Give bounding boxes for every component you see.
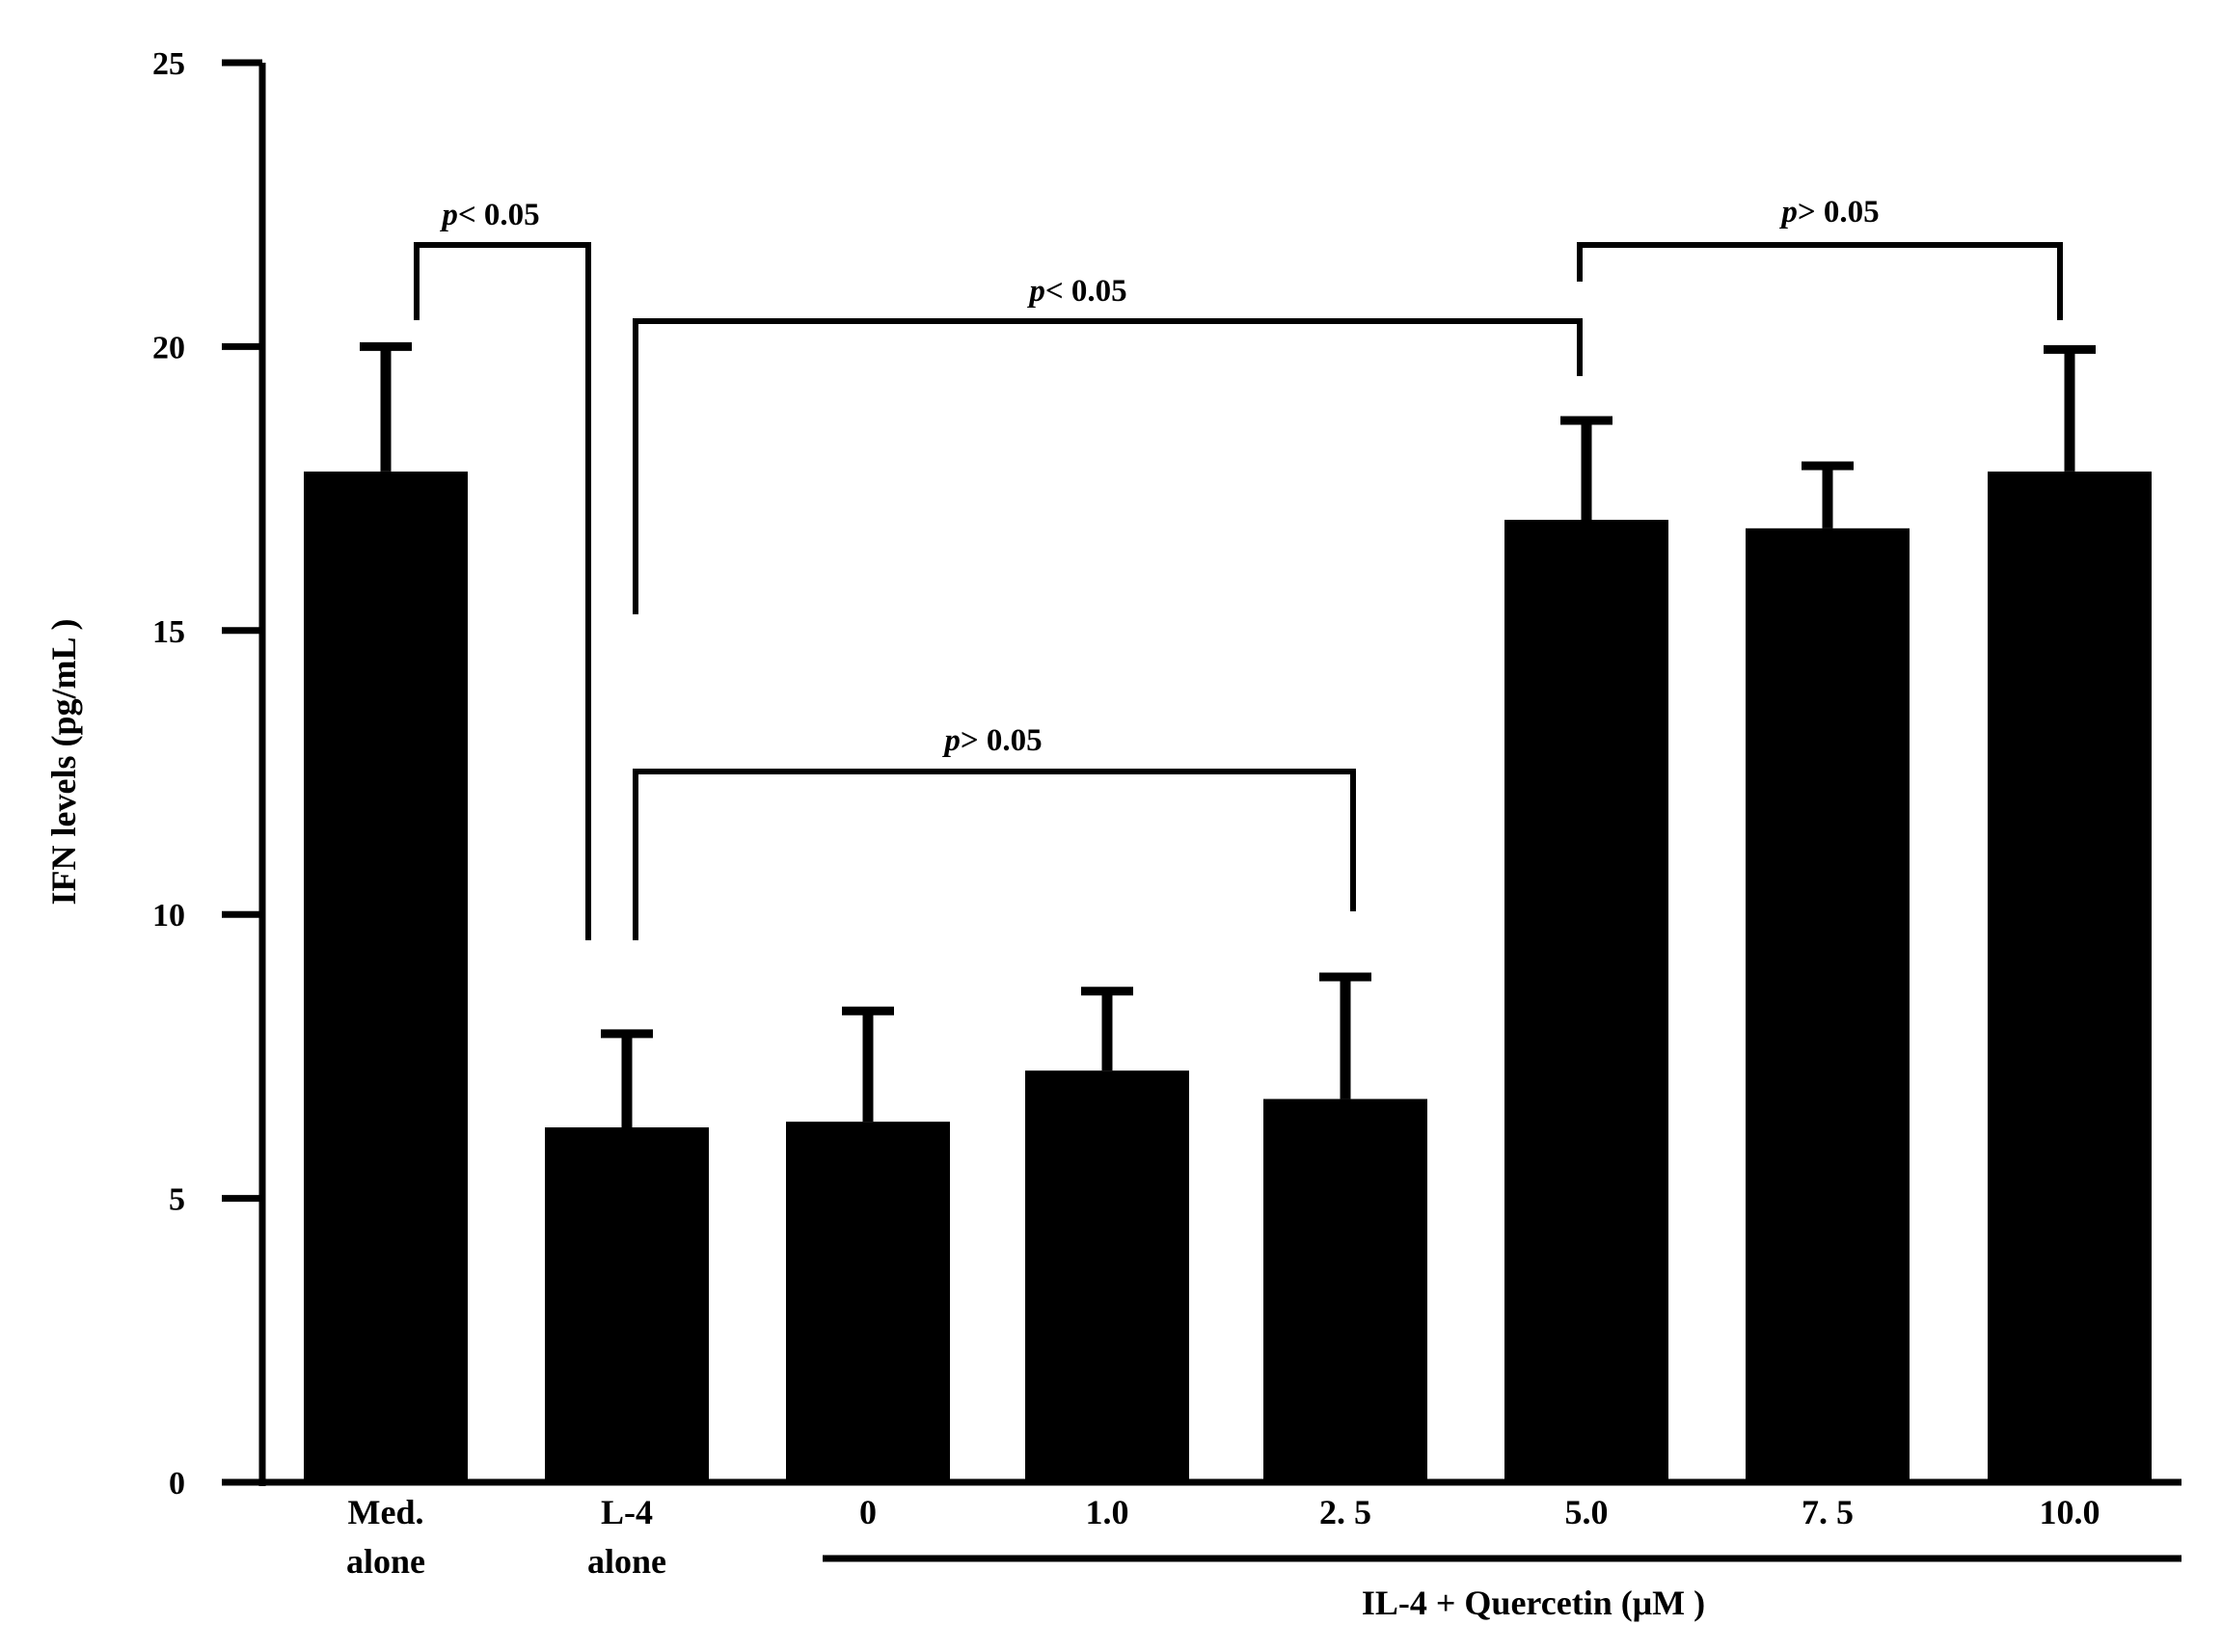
x-tick-label: 0 bbox=[859, 1493, 877, 1531]
y-tick-label: 10 bbox=[152, 898, 185, 934]
x-tick-label: 7. 5 bbox=[1802, 1493, 1854, 1531]
x-tick-label: 1.0 bbox=[1086, 1493, 1129, 1531]
y-tick-label: 15 bbox=[152, 614, 185, 650]
significance-bracket bbox=[633, 769, 1356, 940]
x-tick-label: L-4 bbox=[601, 1493, 653, 1531]
group-label: IL-4 + Quercetin (μM ) bbox=[1362, 1584, 1705, 1622]
group-annotation: IL-4 + Quercetin (μM ) bbox=[823, 1555, 2181, 1622]
x-tick-label: Med. bbox=[348, 1493, 424, 1531]
p-value-label: p< 0.05 bbox=[1026, 274, 1126, 309]
y-tick-label: 5 bbox=[169, 1182, 185, 1218]
significance-bracket bbox=[1577, 242, 2063, 320]
y-tick-label: 20 bbox=[152, 330, 185, 366]
x-tick-label: 5.0 bbox=[1565, 1493, 1609, 1531]
bar bbox=[1504, 519, 1668, 1480]
significance-bracket bbox=[633, 318, 1583, 614]
x-tick-labels: Med. alone L-4 alone 0 1.0 2. 5 5.0 7. 5 10.0 bbox=[346, 1493, 2100, 1581]
bars bbox=[304, 471, 2152, 1480]
significance-brackets: p< 0.05 p< 0.05 p> 0.05 p> 0.05 bbox=[414, 195, 2063, 940]
significance-bracket bbox=[414, 242, 591, 940]
y-axis-label: IFN levels (pg/mL ) bbox=[44, 619, 83, 906]
x-tick-label-line2: alone bbox=[587, 1542, 666, 1581]
x-tick-label: 10.0 bbox=[2040, 1493, 2100, 1531]
bar bbox=[304, 471, 468, 1480]
y-tick-label: 25 bbox=[152, 46, 185, 82]
bar bbox=[1988, 471, 2152, 1480]
bar bbox=[545, 1127, 709, 1480]
bar bbox=[1263, 1098, 1427, 1480]
bar bbox=[786, 1122, 950, 1480]
x-tick-label: 2. 5 bbox=[1319, 1493, 1371, 1531]
bar bbox=[1025, 1070, 1189, 1480]
p-value-label: p> 0.05 bbox=[1778, 195, 1879, 230]
y-tick-label: 0 bbox=[169, 1466, 185, 1502]
error-bars bbox=[360, 341, 2096, 1127]
bar bbox=[1746, 528, 1910, 1480]
axes: 0 5 10 15 20 25 bbox=[152, 46, 2181, 1502]
p-value-label: p> 0.05 bbox=[941, 723, 1042, 758]
p-value-label: p< 0.05 bbox=[439, 198, 539, 232]
x-tick-label-line2: alone bbox=[346, 1542, 425, 1581]
